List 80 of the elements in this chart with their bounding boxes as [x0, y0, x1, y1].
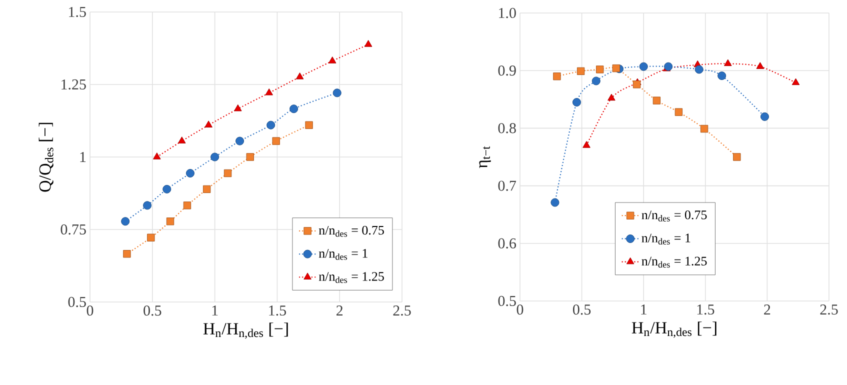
x-tick-label: 2: [336, 306, 343, 316]
point: [202, 185, 211, 194]
point: [674, 108, 683, 116]
point: [290, 104, 298, 114]
x-tick-label: 1: [212, 306, 218, 316]
x-axis-title: H$_{n}$/H$_{n,des}$ [−]: [203, 322, 288, 339]
point: [246, 153, 254, 161]
point: [364, 40, 372, 47]
point: [234, 104, 242, 112]
x-tick-label: 0.5: [572, 304, 591, 315]
point: [596, 66, 604, 74]
point: [550, 198, 560, 207]
x-tick-label: 1.5: [697, 304, 714, 315]
y-tick-label: 1.25: [62, 79, 86, 90]
point: [652, 96, 661, 104]
point: [592, 76, 600, 86]
point: [162, 184, 172, 194]
point: [236, 136, 244, 146]
point: [153, 152, 161, 160]
point: [204, 120, 212, 128]
point: [760, 112, 769, 121]
point: [694, 65, 704, 74]
x-tick-label: 1.5: [269, 306, 286, 316]
x-tick-label: 0: [86, 306, 94, 316]
y-tick-label: 1.0: [499, 8, 516, 18]
point: [305, 121, 313, 129]
x-tick-label: 2.5: [393, 306, 411, 316]
point: [332, 88, 342, 98]
y-tick-label: 0.5: [498, 296, 516, 306]
point: [756, 62, 764, 69]
y-tick-label: 0.5: [68, 296, 86, 308]
point: [266, 120, 276, 130]
point: [143, 201, 152, 210]
y-tick-label: 1.5: [69, 6, 86, 18]
point: [792, 78, 800, 86]
point: [121, 217, 130, 226]
point: [224, 169, 232, 178]
point: [210, 152, 220, 162]
legend-label: n/n$_{des}$ = 1: [642, 234, 690, 245]
point: [718, 72, 726, 80]
x-axis-title: H$_{n}$/H$_{n,des}$ [−]: [632, 322, 716, 338]
y-axis-title: Q/Q$_{des}$ [−]: [38, 122, 54, 192]
y-tick-label: 0.75: [60, 224, 86, 235]
point: [147, 234, 155, 242]
point: [733, 153, 741, 161]
point: [572, 98, 581, 107]
legend-label: n/n$_{des}$ = 0.75: [642, 210, 707, 222]
point: [632, 80, 641, 88]
point: [553, 72, 561, 80]
y-axis-title: η$_{t−t}$: [479, 146, 491, 168]
x-tick-label: 2.5: [820, 304, 838, 315]
legend-label: n/n$_{des}$ = 1.25: [642, 256, 707, 268]
point: [183, 202, 192, 210]
point: [724, 59, 732, 66]
legend-label: n/n$_{des}$ = 0.75: [318, 226, 384, 237]
point: [272, 137, 280, 145]
point: [612, 64, 620, 72]
point: [328, 56, 336, 64]
y-tick-label: 0.7: [498, 180, 516, 191]
point: [123, 250, 131, 258]
point: [639, 62, 648, 71]
y-tick-label: 0.6: [498, 238, 516, 248]
point: [608, 94, 616, 101]
point: [582, 141, 590, 148]
y-tick-label: 1: [80, 152, 86, 162]
x-tick-label: 0: [516, 304, 524, 315]
point: [186, 168, 194, 178]
y-tick-label: 0.8: [498, 123, 516, 134]
x-tick-label: 2: [764, 304, 770, 314]
point: [178, 136, 186, 144]
legend-label: n/n$_{des}$ = 1.25: [318, 272, 384, 283]
point: [700, 124, 708, 133]
point: [166, 218, 174, 226]
y-tick-label: 0.9: [498, 66, 516, 76]
x-tick-label: 0.5: [144, 306, 162, 316]
legend-label: n/n$_{des}$ = 1: [318, 249, 368, 260]
point: [265, 88, 273, 96]
x-tick-label: 1: [641, 304, 646, 314]
point: [296, 72, 304, 80]
point: [576, 67, 585, 76]
